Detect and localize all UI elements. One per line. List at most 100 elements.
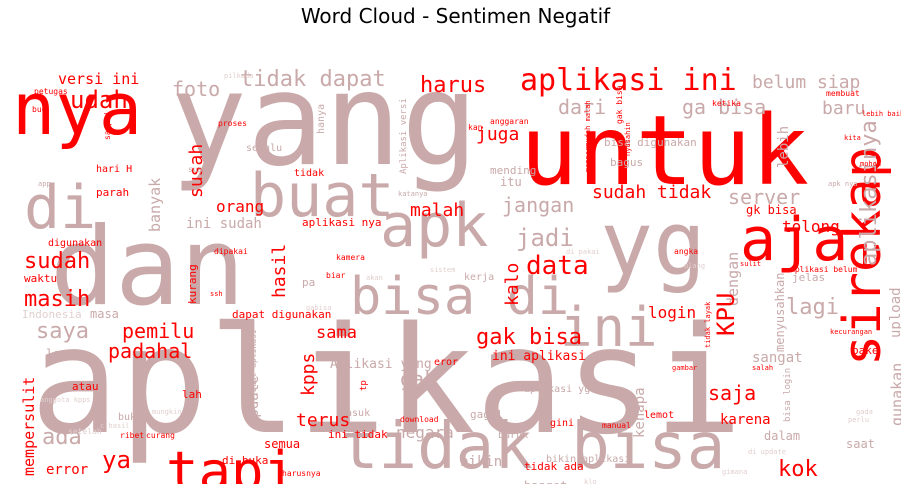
word-manual: manual [602, 421, 631, 430]
word-di-buka: di buka [222, 454, 268, 467]
word-orang: orang [216, 197, 264, 216]
word-ga-bisa: ga bisa [682, 95, 766, 119]
word-curang: curang [146, 431, 175, 440]
word-sampai: sampai [103, 111, 112, 140]
word-kecurangan: kecurangan [830, 328, 872, 336]
word-aplikasinya: aplikasinya [857, 120, 882, 266]
word-cloud: aplikasi yang dan untuk yg tidak bisa nya di apk… [10, 36, 901, 484]
word-ini-sudah: ini sudah [186, 216, 262, 232]
word-tidak-ada: tidak ada [524, 460, 584, 473]
word-login: login [648, 303, 696, 322]
word-buat: buat [250, 161, 395, 231]
word-membuat: membuat [826, 89, 860, 98]
word-dipakai: dipakai [214, 247, 248, 256]
word-ya: ya [102, 446, 131, 474]
word-aplikasi-yang: Aplikasi yang [330, 357, 432, 372]
word-kok: kok [778, 457, 818, 482]
word-tidak: tidak [294, 168, 324, 179]
word-ini: ini [560, 296, 658, 359]
word-aplikasi-ini: aplikasi ini [520, 63, 737, 98]
word-data: data [526, 251, 589, 281]
word-ada: ada [42, 425, 82, 450]
word-dari: dari [558, 95, 606, 119]
word-hasil: hasil [269, 244, 290, 298]
word-aplikasi-yg: aplikasi yg [524, 384, 590, 395]
word-kita: kita [844, 134, 861, 142]
word-anggaran: anggaran [490, 117, 529, 126]
word-belum-siap: belum siap [752, 72, 860, 93]
word-di-pakai: di pakai [566, 248, 600, 256]
word-error: error [46, 462, 88, 478]
word-buat-aplikasi: buat aplikasi [249, 329, 258, 392]
word-karena: karena [720, 412, 771, 428]
word-tp: tp [359, 380, 369, 391]
word-hari-h: hari H [96, 164, 132, 175]
word-nya: nya [12, 67, 142, 151]
word-gada: gada [856, 408, 873, 416]
word-jangan: jangan [502, 193, 574, 217]
word-sama: sama [316, 323, 357, 343]
word-ketika: ketika [712, 99, 741, 108]
word-sudah: sudah [24, 249, 90, 274]
word-bisa-digunakan: bisa digunakan [604, 136, 697, 149]
word-udah: udah [70, 86, 128, 114]
word-banyak: banyak [146, 178, 164, 232]
word-lagi: lagi [786, 295, 839, 320]
word-mempermudah-malah: mempermudah malah [584, 100, 592, 172]
word-jadi: jadi [516, 224, 574, 252]
word-lebih-baik: lebih baik [862, 110, 901, 118]
word-gabisa: gabisa [306, 304, 331, 312]
word-sistem: sistem [430, 266, 455, 274]
word-menyusahkan: menyusahkan [773, 273, 787, 352]
word-waktu: waktu [24, 272, 57, 285]
word-untuk: untuk [520, 95, 809, 207]
word-padahal: padahal [108, 339, 192, 363]
word-hanya: hanya [316, 104, 327, 134]
word-mungkin: mungkin [152, 408, 182, 416]
word-kalo: kalo [502, 263, 523, 306]
word-dalam: dalam [764, 429, 800, 443]
word-gak-bisa: gak bisa [476, 325, 582, 350]
word-bagus: bagus [610, 156, 643, 169]
word-dengan: dengan [724, 252, 742, 306]
word-digunakan: digunakan [48, 238, 102, 249]
word-tolong: tolong [782, 217, 840, 236]
word-buruk: buruk [498, 430, 528, 441]
word-tidak-bisa: tidak bisa [340, 410, 725, 484]
word-saya: saya [36, 319, 89, 344]
word-eror: eror [434, 357, 458, 368]
word-kerja: kerja [464, 272, 494, 283]
word-tidak-dapat: tidak dapat [240, 67, 386, 92]
word-sirekap: sirekap [833, 147, 893, 366]
word-aplikasi-nya: aplikasi nya [302, 216, 381, 229]
word-perlu: perlu [848, 416, 869, 424]
word-salah: salah [752, 364, 773, 372]
word-di-update: di update [748, 448, 786, 456]
word-suara: suara [188, 165, 212, 174]
word-server: server [728, 185, 800, 209]
word-semua: semua [264, 437, 300, 451]
word-aplikasi-belum: Aplikasi belum [790, 265, 858, 274]
word-gambar: gambar [672, 364, 697, 372]
word-kalau: kalau [752, 483, 800, 484]
word-aplikasi-versi: Aplikasi versi [399, 98, 409, 174]
word-harusnya: harusnya [282, 469, 321, 478]
word-gak: gak [400, 367, 436, 391]
word-parah: parah [96, 186, 129, 199]
word-banget: banget [524, 479, 567, 484]
word-versi-ini: versi ini [58, 70, 139, 88]
word-anggota-kpps: anggota kpps [40, 396, 91, 404]
word-kan: kan [468, 123, 483, 132]
word-kpu: KPU [712, 293, 740, 336]
word-kpps: kpps [298, 353, 319, 396]
word-yg: yg [600, 192, 706, 295]
word-pilkada: pilkada [224, 72, 254, 80]
word-masa: masa [90, 307, 119, 321]
word-pake: pake [852, 344, 879, 357]
word-yang: yang [170, 46, 478, 195]
word-lemot: lemot [644, 410, 674, 421]
word-gimana: gimana [722, 468, 747, 476]
word-lah: lah [182, 388, 202, 401]
word-klo: klo [584, 478, 597, 484]
